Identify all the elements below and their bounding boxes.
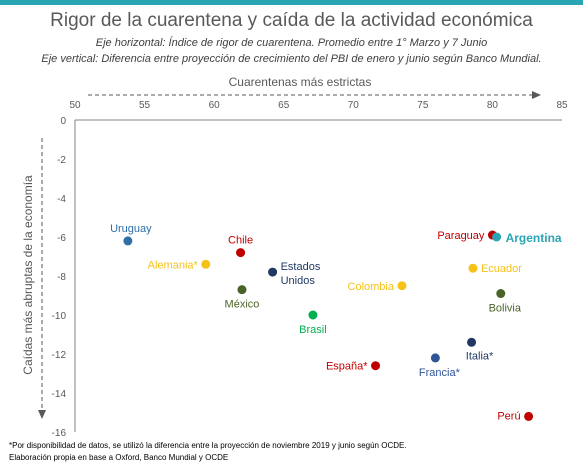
point-label-alemania: Alemania*	[148, 259, 199, 271]
x-tick-label: 85	[556, 100, 568, 111]
point-label-mexico: México	[225, 299, 260, 311]
x-tick-label: 80	[487, 100, 499, 111]
point-label-colombia: Colombia	[348, 281, 395, 293]
point-label-bolivia: Bolivia	[489, 303, 522, 315]
y-tick-label: -10	[52, 311, 67, 322]
x-tick-label: 75	[417, 100, 429, 111]
point-chile	[236, 248, 246, 258]
x-tick-label: 65	[278, 100, 290, 111]
point-bolivia	[496, 289, 506, 299]
y-tick-label: -14	[52, 389, 67, 400]
point-label-uruguay: Uruguay	[110, 223, 152, 235]
point-mexico	[237, 285, 247, 295]
point-brasil	[308, 310, 318, 320]
point-label-argentina: Argentina	[506, 231, 562, 245]
point-uruguay	[123, 236, 133, 246]
accent-top-bar	[0, 0, 583, 5]
point-alemania	[201, 259, 211, 269]
chart-title: Rigor de la cuarentena y caída de la act…	[50, 10, 533, 31]
point-label-italia: Italia*	[466, 350, 494, 362]
point-label-francia: Francia*	[419, 367, 461, 379]
x-tick-label: 70	[348, 100, 360, 111]
x-tick-label: 60	[209, 100, 221, 111]
point-colombia	[397, 281, 407, 291]
point-label-peru: Perú	[497, 410, 520, 422]
point-francia	[430, 353, 440, 363]
point-italia	[467, 337, 477, 347]
point-argentina	[492, 232, 502, 242]
y-tick-label: -6	[57, 233, 66, 244]
y-arrow-label: Caídas más abruptas de la economía	[21, 175, 35, 375]
y-tick-label: -16	[52, 428, 67, 439]
chart-subtitle-y: Eje vertical: Diferencia entre proyecció…	[41, 53, 542, 65]
point-label-chile: Chile	[228, 235, 253, 247]
x-direction-arrow-head	[532, 91, 541, 99]
footnote-ocde: *Por disponibilidad de datos, se utilizó…	[9, 441, 407, 450]
y-tick-label: -2	[57, 155, 66, 166]
x-tick-label: 55	[139, 100, 151, 111]
point-label-estados-unidos: Estados Unidos	[281, 261, 321, 287]
point-ecuador	[468, 263, 478, 273]
y-tick-label: 0	[60, 116, 66, 127]
y-direction-arrow-head	[38, 410, 46, 419]
point-estados-unidos	[268, 267, 278, 277]
y-tick-label: -4	[57, 194, 66, 205]
chart-subtitle-x: Eje horizontal: Índice de rigor de cuare…	[95, 37, 488, 49]
point-peru	[524, 411, 534, 421]
x-tick-label: 50	[69, 100, 81, 111]
y-tick-label: -12	[52, 350, 67, 361]
x-arrow-label: Cuarentenas más estrictas	[229, 75, 372, 89]
point-label-brasil: Brasil	[299, 324, 327, 336]
y-tick-label: -8	[57, 272, 66, 283]
footnote-source: Elaboración propia en base a Oxford, Ban…	[9, 453, 229, 462]
point-label-paraguay: Paraguay	[437, 230, 485, 242]
point-espana	[371, 361, 381, 371]
point-label-ecuador: Ecuador	[481, 263, 522, 275]
point-label-espana: España*	[326, 361, 368, 373]
